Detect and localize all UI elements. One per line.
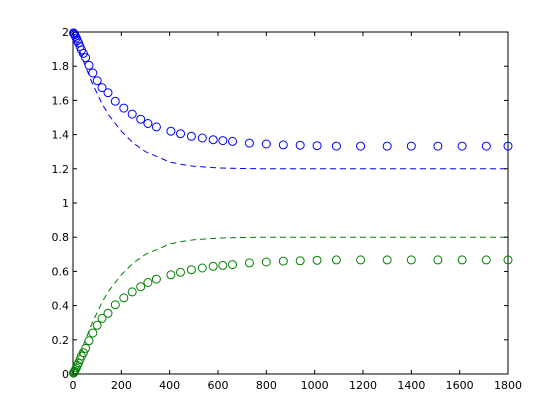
x-tick-label: 1600: [446, 379, 474, 392]
data-point: [78, 348, 88, 358]
x-tick-label: 0: [70, 379, 77, 392]
data-point: [331, 141, 341, 151]
series-2: [69, 28, 513, 151]
plot-area: [72, 31, 509, 375]
y-tick-label: 0.4: [52, 300, 70, 313]
data-point: [197, 133, 207, 143]
data-point: [208, 261, 218, 271]
data-point: [110, 96, 120, 106]
data-point: [312, 141, 322, 151]
data-point: [151, 122, 161, 132]
data-point: [136, 114, 146, 124]
data-point: [218, 260, 228, 270]
data-point: [92, 76, 102, 86]
data-point: [127, 109, 137, 119]
data-point: [356, 141, 366, 151]
data-point: [166, 126, 176, 136]
data-point: [176, 267, 185, 277]
data-point: [208, 135, 218, 145]
series-layer: [69, 28, 513, 378]
y-tick-label: 1.4: [52, 129, 70, 142]
y-tick-label: 1: [62, 197, 69, 210]
data-point: [186, 265, 196, 275]
data-point: [81, 343, 91, 353]
data-point: [228, 136, 237, 146]
data-point: [406, 255, 416, 265]
data-point: [197, 263, 207, 273]
data-point: [84, 60, 94, 70]
data-point: [481, 141, 491, 151]
data-point: [186, 131, 196, 141]
series-0: [72, 31, 508, 170]
data-point: [433, 141, 443, 151]
data-point: [78, 48, 88, 58]
y-tick-label: 0.8: [52, 231, 70, 244]
series-3: [69, 255, 513, 378]
y-tick-label: 0: [62, 368, 69, 381]
data-point: [176, 129, 185, 139]
series-0-line: [72, 31, 508, 170]
data-point: [151, 274, 161, 284]
data-point: [261, 139, 271, 149]
data-point: [88, 328, 98, 338]
data-point: [166, 270, 176, 280]
data-point: [503, 141, 513, 151]
data-point: [97, 313, 107, 323]
x-tick-label: 1800: [494, 379, 522, 392]
data-point: [103, 88, 113, 98]
data-point: [382, 255, 392, 265]
data-point: [244, 138, 254, 148]
data-point: [84, 336, 94, 346]
y-tick-label: 0.6: [52, 265, 70, 278]
data-point: [81, 53, 91, 63]
data-point: [97, 83, 107, 93]
data-point: [228, 260, 237, 270]
data-point: [356, 255, 366, 265]
y-tick-label: 1.2: [52, 163, 70, 176]
data-point: [278, 256, 288, 266]
data-point: [127, 287, 137, 297]
series-1-line: [72, 236, 508, 375]
x-tick-label: 400: [159, 379, 180, 392]
data-point: [433, 255, 443, 265]
data-point: [72, 36, 82, 46]
series-1: [72, 236, 508, 375]
x-tick-label: 1000: [301, 379, 329, 392]
data-point: [143, 119, 153, 128]
data-point: [312, 255, 322, 265]
data-point: [295, 140, 305, 150]
data-point: [119, 103, 129, 113]
data-point: [331, 255, 341, 265]
data-point: [72, 360, 82, 370]
x-tick-label: 1200: [349, 379, 377, 392]
data-point: [92, 320, 102, 330]
x-tick-label: 200: [111, 379, 132, 392]
axis-layer: 0 200 400 600 800 1000 1200 1400 1600 1800 0 0.2 0.4…: [52, 26, 523, 392]
x-tick-label: 1400: [397, 379, 425, 392]
data-point: [88, 68, 98, 78]
y-tick-label: 1.6: [52, 94, 70, 107]
data-point: [503, 255, 513, 265]
data-point: [110, 300, 120, 310]
y-tick-label: 2: [62, 26, 69, 39]
y-tick-label: 1.8: [52, 60, 70, 73]
data-point: [136, 282, 146, 292]
data-point: [244, 258, 254, 268]
data-point: [295, 256, 305, 266]
data-point: [278, 140, 288, 150]
x-tick-label: 800: [256, 379, 277, 392]
data-point: [481, 255, 491, 265]
data-point: [218, 136, 228, 146]
data-point: [382, 141, 392, 151]
data-point: [103, 308, 113, 318]
data-point: [143, 278, 153, 287]
data-point: [457, 255, 467, 265]
data-point: [457, 141, 467, 151]
data-point: [119, 293, 129, 303]
x-tick-label: 600: [208, 379, 229, 392]
y-tick-label: 0.2: [52, 334, 70, 347]
data-point: [261, 257, 271, 267]
data-point: [406, 141, 416, 151]
